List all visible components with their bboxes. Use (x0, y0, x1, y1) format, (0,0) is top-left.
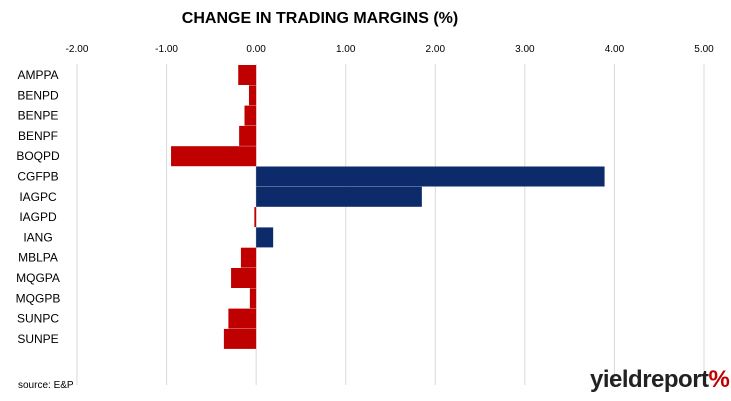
x-tick-label: 1.00 (336, 44, 356, 55)
bar-iang (256, 227, 274, 248)
x-tick-label: 2.00 (426, 44, 446, 55)
brand-percent-symbol: % (708, 366, 730, 393)
bar-iagpd (254, 207, 257, 228)
source-note: source: E&P (18, 380, 74, 391)
bar-mqgpb (249, 288, 257, 309)
category-label: CGFPB (17, 170, 58, 184)
category-label: BENPE (18, 109, 59, 123)
brand-name: yieldreport (590, 366, 709, 393)
x-tick-label: 5.00 (694, 44, 714, 55)
bar-mblpa (240, 247, 257, 268)
category-labels: AMPPA BENPD BENPE BENPF BOQPD CGFPB IAGPC IAGPD… (16, 68, 61, 346)
bar-benpf (239, 125, 257, 146)
chart-title: CHANGE IN TRADING MARGINS (%) (181, 10, 459, 27)
category-label: IAGPD (19, 210, 57, 224)
x-tick-label: 4.00 (605, 44, 625, 55)
category-label: IAGPC (19, 190, 57, 204)
bar-benpe (244, 105, 257, 126)
bar-iagpc (256, 186, 422, 207)
category-label: BENPF (18, 129, 58, 143)
category-label: IANG (23, 230, 52, 244)
category-label: SUNPC (17, 312, 59, 326)
brand-logo: yieldreport% (590, 366, 730, 394)
bar-cgfpb (256, 166, 605, 187)
bars (171, 65, 605, 349)
category-label: MQGPB (16, 291, 61, 305)
bar-sunpe (223, 328, 257, 349)
bar-mqgpa (231, 268, 257, 288)
category-label: BENPD (17, 88, 59, 102)
bar-sunpc (228, 308, 257, 329)
x-tick-label: -2.00 (66, 44, 89, 55)
category-label: MQGPA (16, 271, 60, 285)
category-label: BOQPD (16, 149, 60, 163)
category-label: AMPPA (17, 68, 58, 82)
bar-boqpd (171, 146, 257, 167)
category-label: SUNPE (17, 332, 58, 346)
x-tick-label: -1.00 (155, 44, 178, 55)
gridlines (76, 64, 705, 385)
bar-benpd (248, 85, 257, 106)
x-tick-label: 0.00 (246, 44, 266, 55)
bar-amppa (238, 65, 257, 85)
category-label: MBLPA (18, 251, 58, 265)
x-axis-ticks: -2.00 -1.00 0.00 1.00 2.00 3.00 4.00 5.00 (66, 44, 715, 55)
x-tick-label: 3.00 (515, 44, 535, 55)
